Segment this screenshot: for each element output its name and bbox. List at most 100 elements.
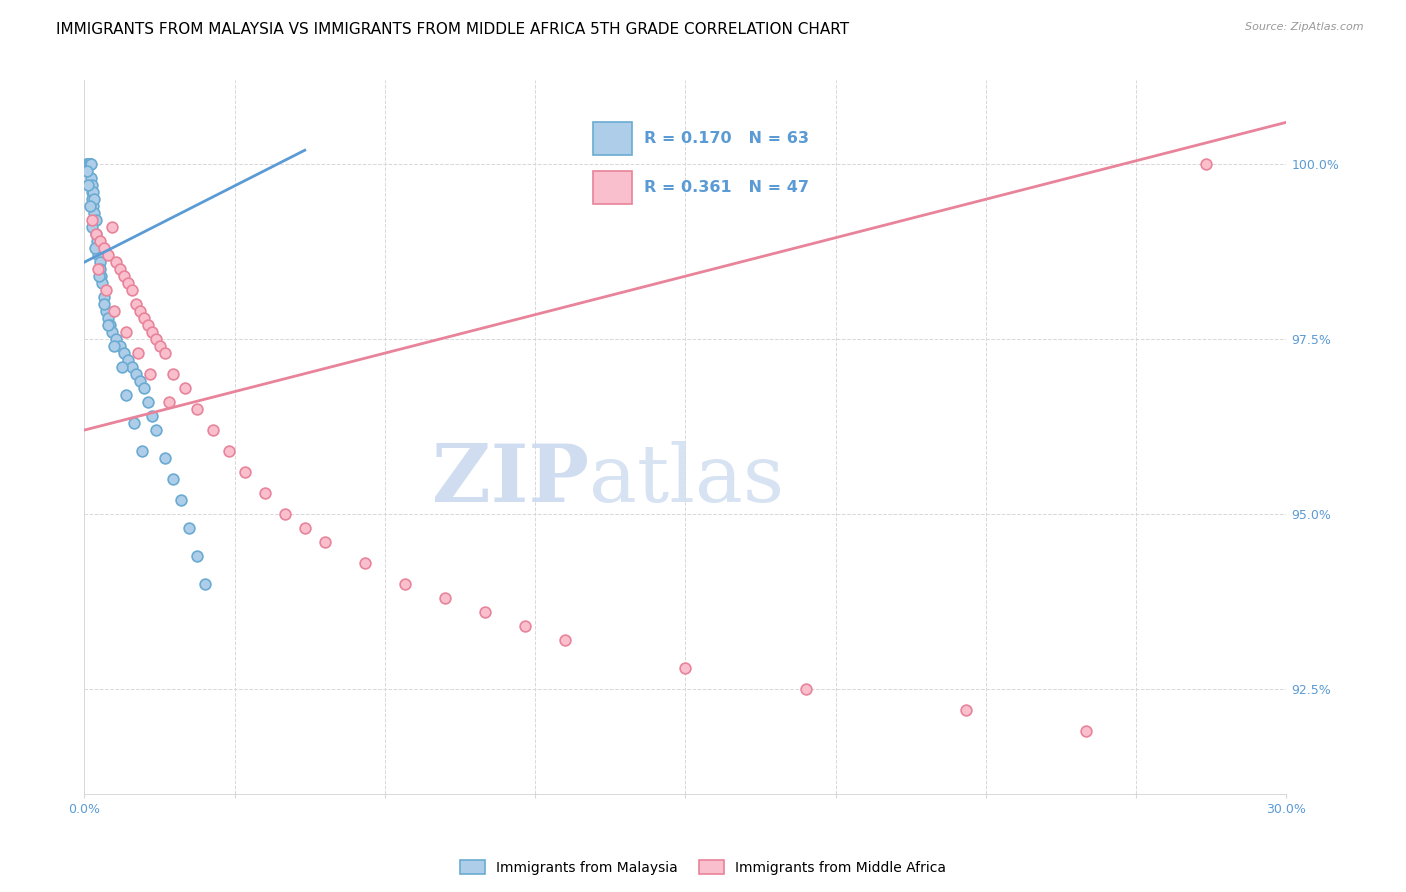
Point xyxy=(80,185,103,199)
Text: IMMIGRANTS FROM MALAYSIA VS IMMIGRANTS FROM MIDDLE AFRICA 5TH GRADE CORRELATION : IMMIGRANTS FROM MALAYSIA VS IMMIGRANTS F… xyxy=(56,22,849,37)
Point xyxy=(141,409,163,423)
Point xyxy=(84,213,107,227)
Point xyxy=(96,304,118,318)
Point xyxy=(86,227,108,242)
Point xyxy=(101,220,124,235)
Point xyxy=(354,556,377,570)
Point xyxy=(794,681,817,696)
Point xyxy=(675,661,697,675)
Point xyxy=(177,521,200,535)
Point xyxy=(294,521,316,535)
Point xyxy=(121,360,143,375)
Point xyxy=(80,220,103,235)
Point xyxy=(138,395,160,409)
Point xyxy=(93,290,115,304)
Point xyxy=(153,346,176,360)
Point xyxy=(93,241,115,255)
Point xyxy=(125,367,148,381)
Point xyxy=(89,255,111,269)
Point xyxy=(77,157,100,171)
Point xyxy=(103,304,125,318)
Point xyxy=(145,423,167,437)
Point xyxy=(82,185,104,199)
Point xyxy=(134,311,156,326)
Point xyxy=(153,451,176,466)
Point xyxy=(474,605,496,619)
Point xyxy=(145,332,167,346)
Point xyxy=(1076,723,1098,738)
Point xyxy=(77,157,100,171)
Point xyxy=(111,360,134,375)
Point xyxy=(86,227,108,242)
Point xyxy=(80,157,103,171)
Point xyxy=(83,192,105,206)
Point xyxy=(114,346,135,360)
Point xyxy=(110,262,132,277)
Point xyxy=(101,325,124,339)
Bar xyxy=(592,171,631,204)
Text: R = 0.170   N = 63: R = 0.170 N = 63 xyxy=(644,130,808,145)
Point xyxy=(82,178,104,193)
Point xyxy=(314,535,336,549)
Point xyxy=(134,381,156,395)
Point xyxy=(77,178,100,193)
Point xyxy=(162,472,184,486)
Point xyxy=(77,157,100,171)
Point xyxy=(125,297,148,311)
Point xyxy=(80,171,103,186)
Point xyxy=(76,164,98,178)
Point xyxy=(131,444,153,458)
Point xyxy=(103,339,125,353)
Point xyxy=(169,493,191,508)
Point xyxy=(89,234,111,248)
Point xyxy=(82,199,104,213)
Point xyxy=(87,262,110,277)
Point xyxy=(86,234,108,248)
Point xyxy=(82,192,104,206)
Point xyxy=(82,213,104,227)
Point xyxy=(274,507,297,521)
Point xyxy=(434,591,457,605)
Point xyxy=(201,423,224,437)
Point xyxy=(162,367,184,381)
Point xyxy=(89,262,111,277)
Point xyxy=(83,206,105,220)
Point xyxy=(97,248,120,262)
Point xyxy=(955,703,977,717)
Point xyxy=(149,339,172,353)
Point xyxy=(121,283,143,297)
Point xyxy=(194,577,217,591)
Legend: Immigrants from Malaysia, Immigrants from Middle Africa: Immigrants from Malaysia, Immigrants fro… xyxy=(454,855,952,880)
Point xyxy=(117,353,139,368)
Point xyxy=(79,157,101,171)
Point xyxy=(129,304,152,318)
Point xyxy=(157,395,180,409)
Point xyxy=(394,577,416,591)
Point xyxy=(77,157,100,171)
Point xyxy=(76,157,98,171)
Point xyxy=(114,269,135,284)
Point xyxy=(218,444,240,458)
Text: ZIP: ZIP xyxy=(432,441,589,519)
Text: atlas: atlas xyxy=(589,441,785,519)
Point xyxy=(84,241,107,255)
Text: R = 0.361   N = 47: R = 0.361 N = 47 xyxy=(644,180,808,195)
Point xyxy=(186,402,208,417)
Point xyxy=(87,269,110,284)
Bar xyxy=(592,122,631,154)
Point xyxy=(87,248,110,262)
Point xyxy=(105,332,128,346)
Point xyxy=(115,325,138,339)
Point xyxy=(127,346,149,360)
Point xyxy=(173,381,195,395)
Point xyxy=(97,318,120,333)
Point xyxy=(138,318,160,333)
Text: Source: ZipAtlas.com: Source: ZipAtlas.com xyxy=(1246,22,1364,32)
Point xyxy=(79,157,101,171)
Point xyxy=(515,619,537,633)
Point xyxy=(105,255,128,269)
Point xyxy=(115,388,138,402)
Point xyxy=(233,465,256,479)
Point xyxy=(554,632,576,647)
Point xyxy=(124,416,146,430)
